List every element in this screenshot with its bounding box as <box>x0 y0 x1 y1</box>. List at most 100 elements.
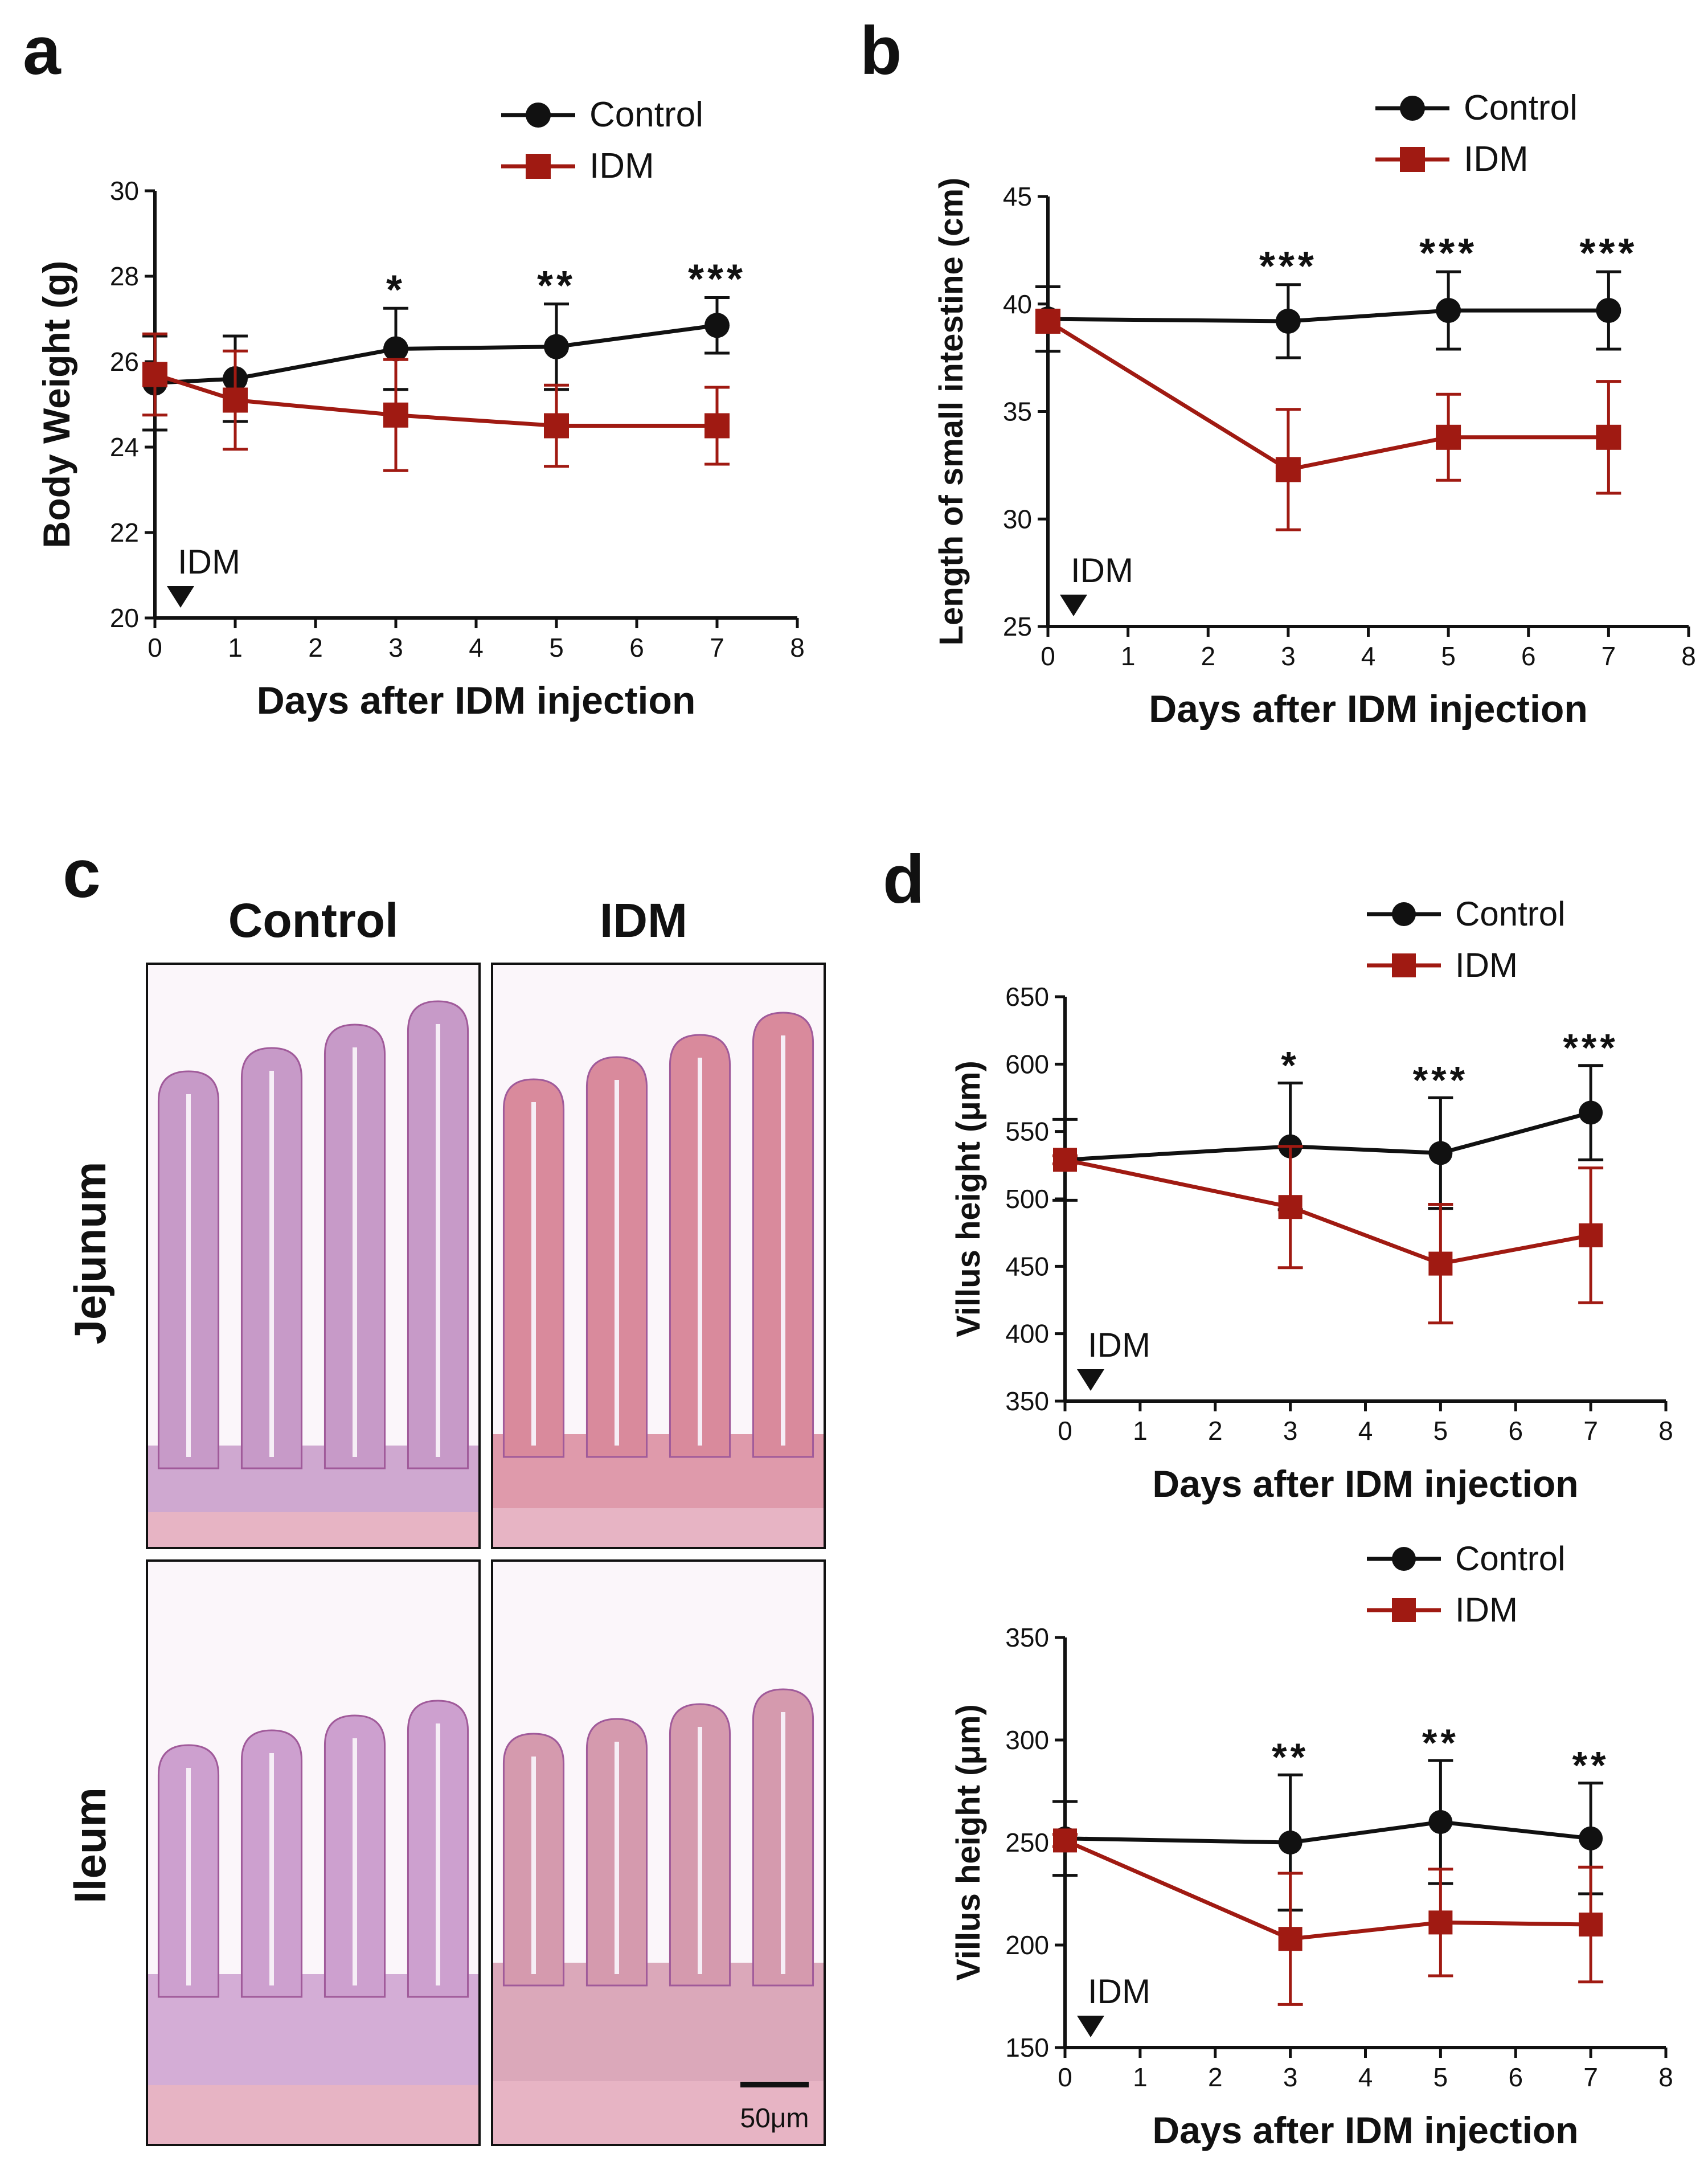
x-tick-label: 5 <box>1433 1416 1448 1446</box>
histology-column-idm: IDM <box>600 894 687 947</box>
x-tick-label: 0 <box>1058 2062 1072 2092</box>
x-tick-label: 3 <box>1283 1416 1298 1446</box>
data-point-idm <box>1275 457 1301 482</box>
x-tick-label: 2 <box>308 633 323 662</box>
data-point-idm <box>223 387 248 413</box>
series-line-idm <box>1047 319 1609 472</box>
x-tick-label: 8 <box>790 633 805 662</box>
muscle-layer <box>492 2081 825 2145</box>
data-point-idm <box>1436 424 1461 450</box>
x-tick-label: 3 <box>1281 641 1296 671</box>
data-point-control <box>383 336 408 362</box>
idm-injection-label: IDM <box>1088 1326 1150 1364</box>
legend-marker-control <box>1392 1547 1416 1571</box>
x-tick-label: 8 <box>1681 641 1696 671</box>
idm-injection-label: IDM <box>1071 551 1133 589</box>
significance-marker: ** <box>1272 1735 1309 1779</box>
legend-marker-control <box>526 103 551 128</box>
x-tick-label: 5 <box>1441 641 1456 671</box>
data-point-control <box>1428 1141 1453 1165</box>
y-tick-label: 28 <box>110 261 139 291</box>
y-tick-label: 20 <box>110 603 139 633</box>
y-tick-label: 500 <box>1005 1184 1049 1214</box>
idm-injection-marker <box>1060 595 1087 616</box>
legend-marker-idm <box>526 154 551 179</box>
y-tick-label: 200 <box>1005 1930 1049 1960</box>
micrograph-control-ileum <box>146 1559 481 2146</box>
series-line-control <box>1047 308 1609 324</box>
x-tick-label: 7 <box>1583 2062 1598 2092</box>
data-point-control <box>1428 1810 1453 1834</box>
legend-label-idm: IDM <box>589 146 654 186</box>
data-point-idm <box>1278 1195 1302 1219</box>
x-axis-label: Days after IDM injection <box>1152 1463 1578 1505</box>
legend-label-control: Control <box>1464 88 1578 128</box>
micrograph-idm-ileum: 50μm <box>491 1559 826 2146</box>
x-tick-label: 2 <box>1208 2062 1223 2092</box>
x-axis-label: Days after IDM injection <box>1152 2109 1578 2151</box>
significance-marker: *** <box>688 257 746 302</box>
idm-injection-label: IDM <box>178 543 240 581</box>
idm-injection-marker <box>1077 1369 1104 1391</box>
chart-body-weight: 20 22 24 26 28 30 0 1 2 3 4 5 6 7 8 Days after IDM inje… <box>35 95 805 722</box>
y-tick-label: 300 <box>1005 1725 1049 1755</box>
x-tick-label: 0 <box>1058 1416 1072 1446</box>
x-tick-label: 2 <box>1201 641 1215 671</box>
x-tick-label: 6 <box>1508 1416 1523 1446</box>
x-tick-label: 6 <box>629 633 644 662</box>
legend-label-idm: IDM <box>1455 946 1518 984</box>
y-tick-label: 26 <box>110 347 139 376</box>
legend-marker-idm <box>1392 1598 1416 1622</box>
x-tick-label: 3 <box>388 633 403 662</box>
x-tick-label: 1 <box>228 633 243 662</box>
y-axis-label: Villus height (μm) <box>950 1061 987 1337</box>
significance-marker: * <box>1281 1043 1299 1087</box>
x-tick-label: 5 <box>549 633 564 662</box>
y-tick-label: 600 <box>1005 1049 1049 1079</box>
x-tick-label: 7 <box>1601 641 1616 671</box>
legend-label-control: Control <box>589 95 703 134</box>
muscle-layer <box>147 1512 480 1548</box>
legend-marker-idm <box>1392 953 1416 977</box>
y-tick-label: 350 <box>1005 1623 1049 1652</box>
chart-villus-height-ileum: 150 200 250 300 350 0 1 2 3 4 5 6 7 8 Days after IDM i… <box>950 1540 1673 2151</box>
y-tick-label: 24 <box>110 432 139 462</box>
y-tick-label: 350 <box>1005 1386 1049 1416</box>
x-axis-label: Days after IDM injection <box>257 679 696 722</box>
panel-label-c: c <box>63 836 101 912</box>
legend-marker-control <box>1392 902 1416 926</box>
data-point-control <box>1579 1100 1603 1125</box>
micrograph-control-jejunum <box>146 963 481 1549</box>
legend-label-control: Control <box>1455 1540 1565 1578</box>
data-point-idm <box>1053 1148 1077 1172</box>
x-tick-label: 8 <box>1658 2062 1673 2092</box>
data-point-idm <box>1428 1910 1453 1935</box>
y-tick-label: 45 <box>1003 182 1032 211</box>
muscle-layer <box>492 1508 825 1548</box>
data-point-control <box>1579 1826 1603 1850</box>
significance-marker: *** <box>1419 231 1477 276</box>
x-tick-label: 4 <box>1361 641 1376 671</box>
x-tick-label: 0 <box>148 633 162 662</box>
chart-villus-height-jejunum: 350 400 450 500 550 600 650 0 1 2 3 4 5 6 7 8 Days after… <box>950 895 1673 1505</box>
y-tick-label: 22 <box>110 518 139 547</box>
data-point-idm <box>1579 1913 1603 1936</box>
y-axis-label: Length of small intestine (cm) <box>933 178 970 646</box>
data-point-idm <box>1278 1927 1302 1951</box>
y-tick-label: 150 <box>1005 2033 1049 2062</box>
histology-column-control: Control <box>228 894 399 947</box>
data-point-control <box>1596 298 1621 324</box>
data-point-idm <box>1035 308 1060 334</box>
y-tick-label: 40 <box>1003 289 1032 319</box>
series-line-idm <box>1064 1157 1591 1266</box>
significance-marker: ** <box>1572 1744 1609 1787</box>
idm-injection-marker <box>1077 2016 1104 2037</box>
legend-marker-control <box>1400 96 1425 121</box>
significance-marker: ** <box>1422 1721 1459 1764</box>
series-line-control <box>1064 1820 1591 1845</box>
significance-marker: *** <box>1579 231 1637 276</box>
significance-marker: * <box>386 267 406 313</box>
series-line-control <box>1064 1111 1592 1162</box>
y-tick-label: 550 <box>1005 1117 1049 1147</box>
